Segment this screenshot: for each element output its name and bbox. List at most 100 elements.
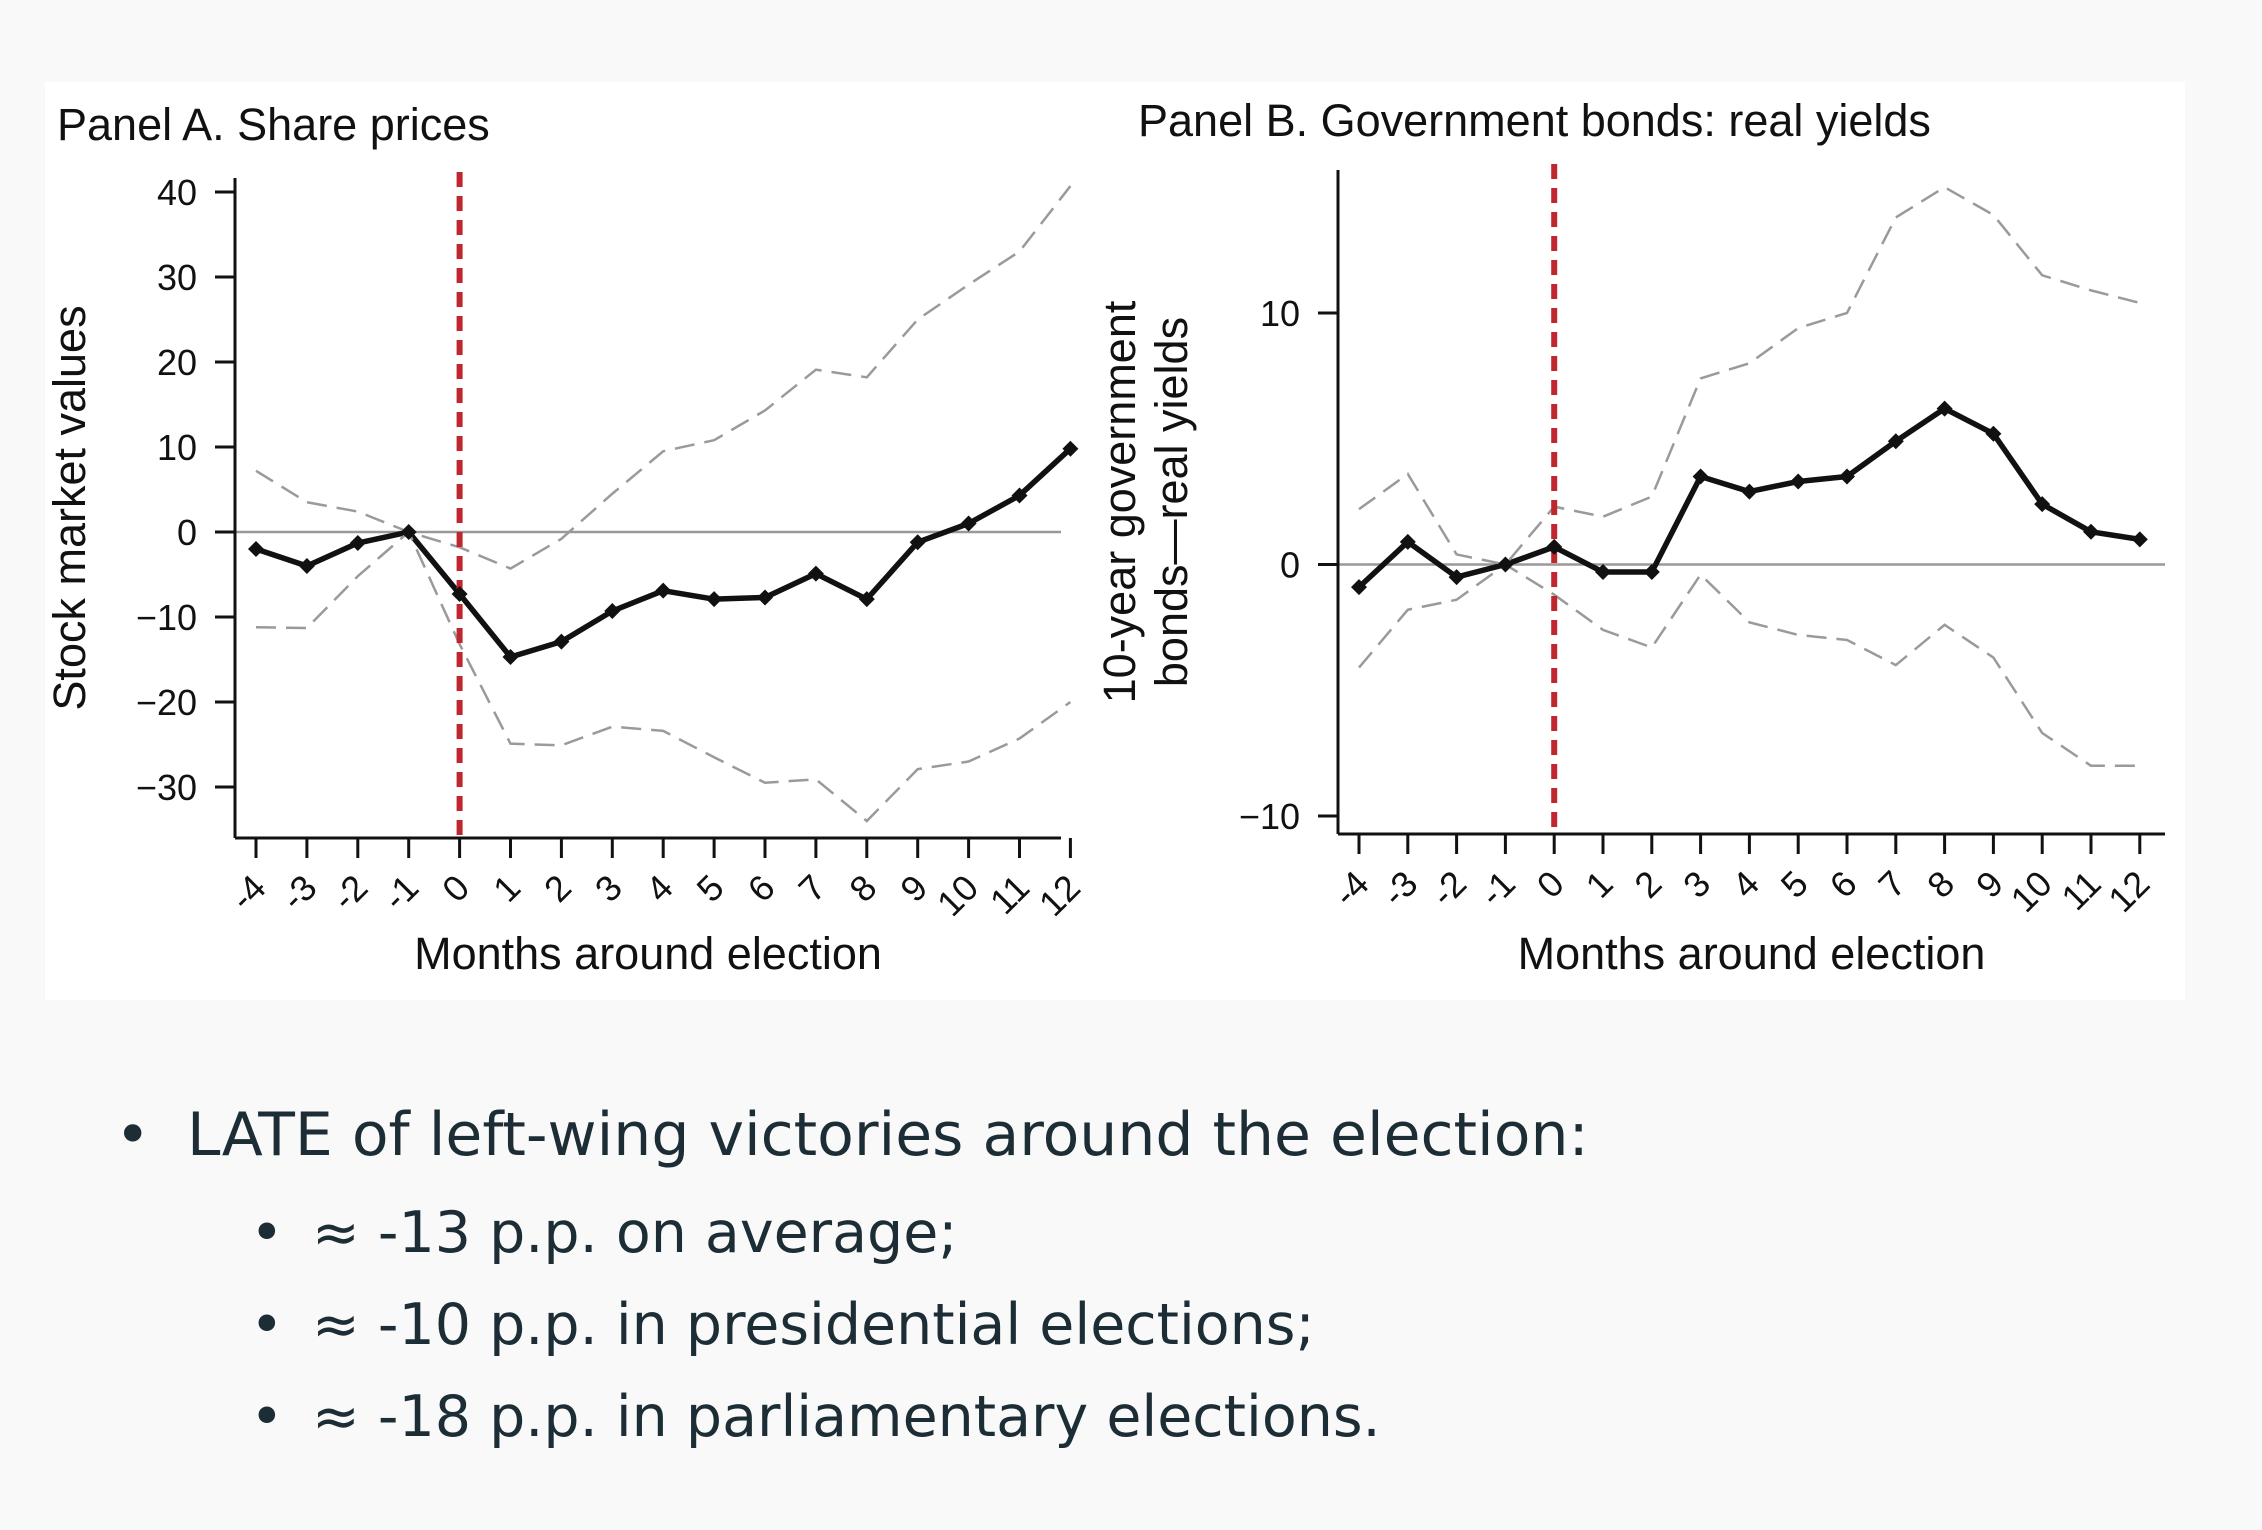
estimate-point xyxy=(1741,483,1758,500)
y-axis-label-line: bonds—real yields xyxy=(1146,317,1197,687)
x-tick-label: 11 xyxy=(982,867,1037,922)
estimate-point xyxy=(1595,564,1611,581)
x-tick-label: 4 xyxy=(1724,863,1767,906)
estimate-point xyxy=(1011,487,1028,504)
sub-bullet-text: ≈ -18 p.p. in parliamentary elections. xyxy=(312,1384,1381,1450)
y-axis-label-line: 10-year government xyxy=(1094,300,1145,703)
sub-bullet-item: • ≈ -10 p.p. in presidential elections; xyxy=(115,1292,1589,1384)
y-tick-label: 20 xyxy=(157,342,197,383)
charts-svg: Panel A. Share prices403020100−10−20−30-… xyxy=(45,95,2165,979)
y-tick-label: 40 xyxy=(157,172,197,213)
estimate-point xyxy=(1448,569,1465,586)
x-tick-label: 5 xyxy=(689,867,732,910)
x-tick-label: 10 xyxy=(929,867,986,924)
estimate-point xyxy=(706,591,723,608)
y-axis-label: Stock market values xyxy=(45,305,95,710)
x-tick-label: 2 xyxy=(1626,863,1669,906)
x-tick-label: 8 xyxy=(841,867,884,910)
x-tick-label: 7 xyxy=(790,867,833,910)
x-tick-label: -3 xyxy=(273,867,325,919)
x-axis-label: Months around election xyxy=(414,928,882,979)
sub-bullet-item: • ≈ -18 p.p. in parliamentary elections. xyxy=(115,1384,1589,1476)
estimate-point xyxy=(655,582,672,599)
estimate-point xyxy=(960,515,977,532)
panel-title: Panel A. Share prices xyxy=(57,99,490,150)
x-tick-label: 0 xyxy=(434,867,477,910)
estimate-point xyxy=(2131,531,2148,548)
estimate-point xyxy=(502,648,519,665)
lower-ci-line xyxy=(255,529,1072,823)
estimate-point xyxy=(1887,433,1904,450)
x-tick-label: -4 xyxy=(222,867,274,919)
estimate-point xyxy=(909,534,926,551)
y-tick-label: −30 xyxy=(136,767,197,808)
x-axis-label: Months around election xyxy=(1518,928,1986,979)
estimate-point xyxy=(757,589,773,606)
x-tick-label: 4 xyxy=(638,867,681,910)
y-tick-label: −20 xyxy=(136,682,197,723)
x-tick-label: 1 xyxy=(1578,863,1621,906)
estimate-point xyxy=(1985,425,2002,442)
y-tick-label: 0 xyxy=(177,512,197,553)
x-tick-label: 7 xyxy=(1870,863,1913,906)
x-tick-label: 9 xyxy=(892,867,935,910)
estimate-point xyxy=(807,565,824,582)
upper-ci-line xyxy=(1358,185,2141,566)
x-tick-label: 6 xyxy=(740,867,783,910)
x-tick-label: 9 xyxy=(1968,863,2011,906)
x-tick-label: 0 xyxy=(1529,863,1572,906)
bullet-list: • LATE of left-wing victories around the… xyxy=(115,1100,1589,1476)
estimate-point xyxy=(1062,440,1079,457)
bullet-dot: • xyxy=(250,1384,284,1450)
estimate-point xyxy=(1643,564,1660,581)
chart-panel-2: Panel B. Government bonds: real yields10… xyxy=(1094,95,2165,979)
x-tick-label: 3 xyxy=(587,867,630,910)
estimate-point xyxy=(1692,468,1709,485)
estimate-point xyxy=(298,558,315,574)
y-tick-label: −10 xyxy=(136,597,197,638)
y-tick-label: 0 xyxy=(1280,545,1300,586)
x-tick-label: 6 xyxy=(1822,863,1865,906)
x-tick-label: -4 xyxy=(1325,863,1377,915)
sub-bullet-item: • ≈ -13 p.p. on average; xyxy=(115,1200,1589,1292)
estimate-point xyxy=(2083,523,2099,540)
estimate-point xyxy=(1936,400,1953,417)
bullet-text: LATE of left-wing victories around the e… xyxy=(187,1100,1589,1170)
sub-bullet-text: ≈ -13 p.p. on average; xyxy=(312,1200,958,1266)
bullet-item: • LATE of left-wing victories around the… xyxy=(115,1100,1589,1200)
estimate-point xyxy=(349,535,366,552)
x-tick-label: 12 xyxy=(1031,867,1088,924)
x-tick-label: 10 xyxy=(2003,863,2060,920)
x-tick-label: -2 xyxy=(324,867,376,919)
chart-panel-1: Panel A. Share prices403020100−10−20−30-… xyxy=(45,99,1088,979)
x-tick-label: 1 xyxy=(485,867,528,910)
panel-title: Panel B. Government bonds: real yields xyxy=(1138,95,1931,146)
figure-area: Panel A. Share prices 40 30 20 10 0 −10 −20 −30-… xyxy=(45,82,2185,1000)
y-tick-label: −10 xyxy=(1239,796,1300,837)
estimate-point xyxy=(1839,468,1855,485)
estimate-point xyxy=(1790,473,1807,490)
estimate-series-line xyxy=(255,446,1073,660)
bullet-dot: • xyxy=(250,1292,284,1358)
estimate-point xyxy=(604,603,621,620)
bullet-dot: • xyxy=(250,1200,284,1266)
x-tick-label: -2 xyxy=(1423,863,1475,915)
estimate-point xyxy=(553,633,570,650)
estimate-point xyxy=(858,591,875,608)
x-tick-label: -1 xyxy=(375,867,427,919)
estimate-point xyxy=(1546,538,1563,555)
estimate-point xyxy=(2034,496,2051,513)
estimate-point xyxy=(1351,579,1367,596)
estimate-point xyxy=(451,586,468,603)
estimate-point xyxy=(1399,533,1416,550)
lower-ci-line xyxy=(1358,562,2140,767)
upper-ci-line xyxy=(255,185,1072,570)
x-tick-label: -3 xyxy=(1374,863,1426,915)
estimate-point xyxy=(248,541,264,557)
y-tick-label: 10 xyxy=(157,427,197,468)
bullet-dot: • xyxy=(115,1100,151,1170)
x-tick-label: 2 xyxy=(536,867,579,910)
x-tick-label: -1 xyxy=(1471,863,1523,915)
estimate-point xyxy=(400,524,417,540)
y-tick-label: 30 xyxy=(157,257,197,298)
